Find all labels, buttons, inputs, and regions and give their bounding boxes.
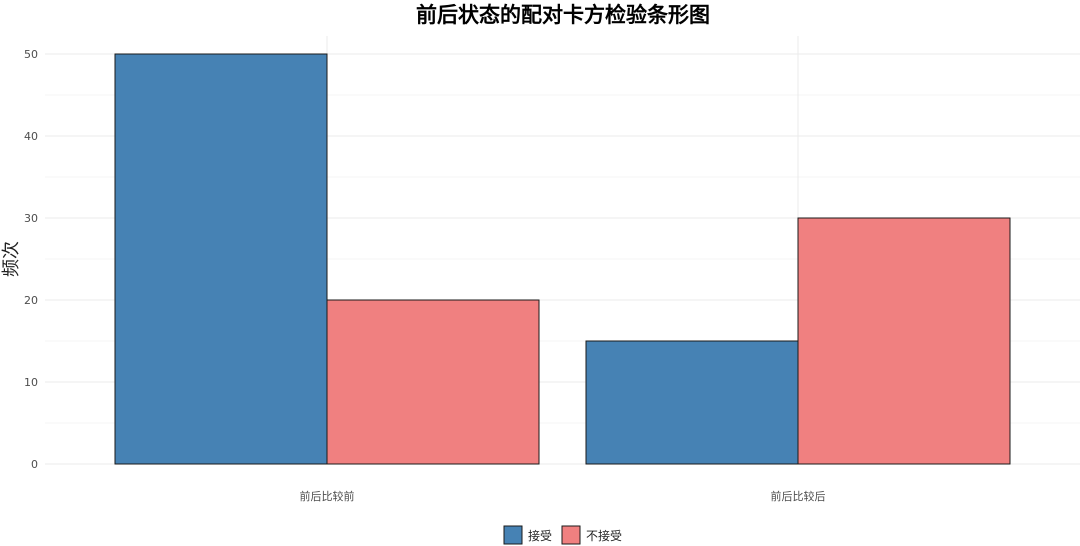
y-axis-ticks: 0 10 20 30 40 50 xyxy=(24,48,38,471)
y-axis-label: 频次 xyxy=(1,241,22,277)
y-tick-label: 30 xyxy=(24,212,38,225)
y-tick-label: 20 xyxy=(24,294,38,307)
x-tick-label: 前后比较后 xyxy=(771,489,826,503)
chart-title: 前后状态的配对卡方检验条形图 xyxy=(416,2,710,27)
legend-label: 不接受 xyxy=(586,528,622,543)
bar-accept xyxy=(114,53,328,465)
bar-reject xyxy=(797,217,1011,465)
y-tick-label: 40 xyxy=(24,130,38,143)
legend-label: 接受 xyxy=(528,528,552,543)
y-tick-label: 50 xyxy=(24,48,38,61)
bars xyxy=(114,53,1011,465)
x-tick-label: 前后比较前 xyxy=(300,489,355,503)
legend-swatch xyxy=(561,525,581,545)
x-axis-ticks: 前后比较前 前后比较后 xyxy=(300,489,826,503)
bar-accept xyxy=(585,340,799,465)
bar-reject xyxy=(326,299,540,465)
y-tick-label: 0 xyxy=(31,458,38,471)
legend: 接受 不接受 xyxy=(503,525,622,545)
legend-swatch xyxy=(503,525,523,545)
y-tick-label: 10 xyxy=(24,376,38,389)
